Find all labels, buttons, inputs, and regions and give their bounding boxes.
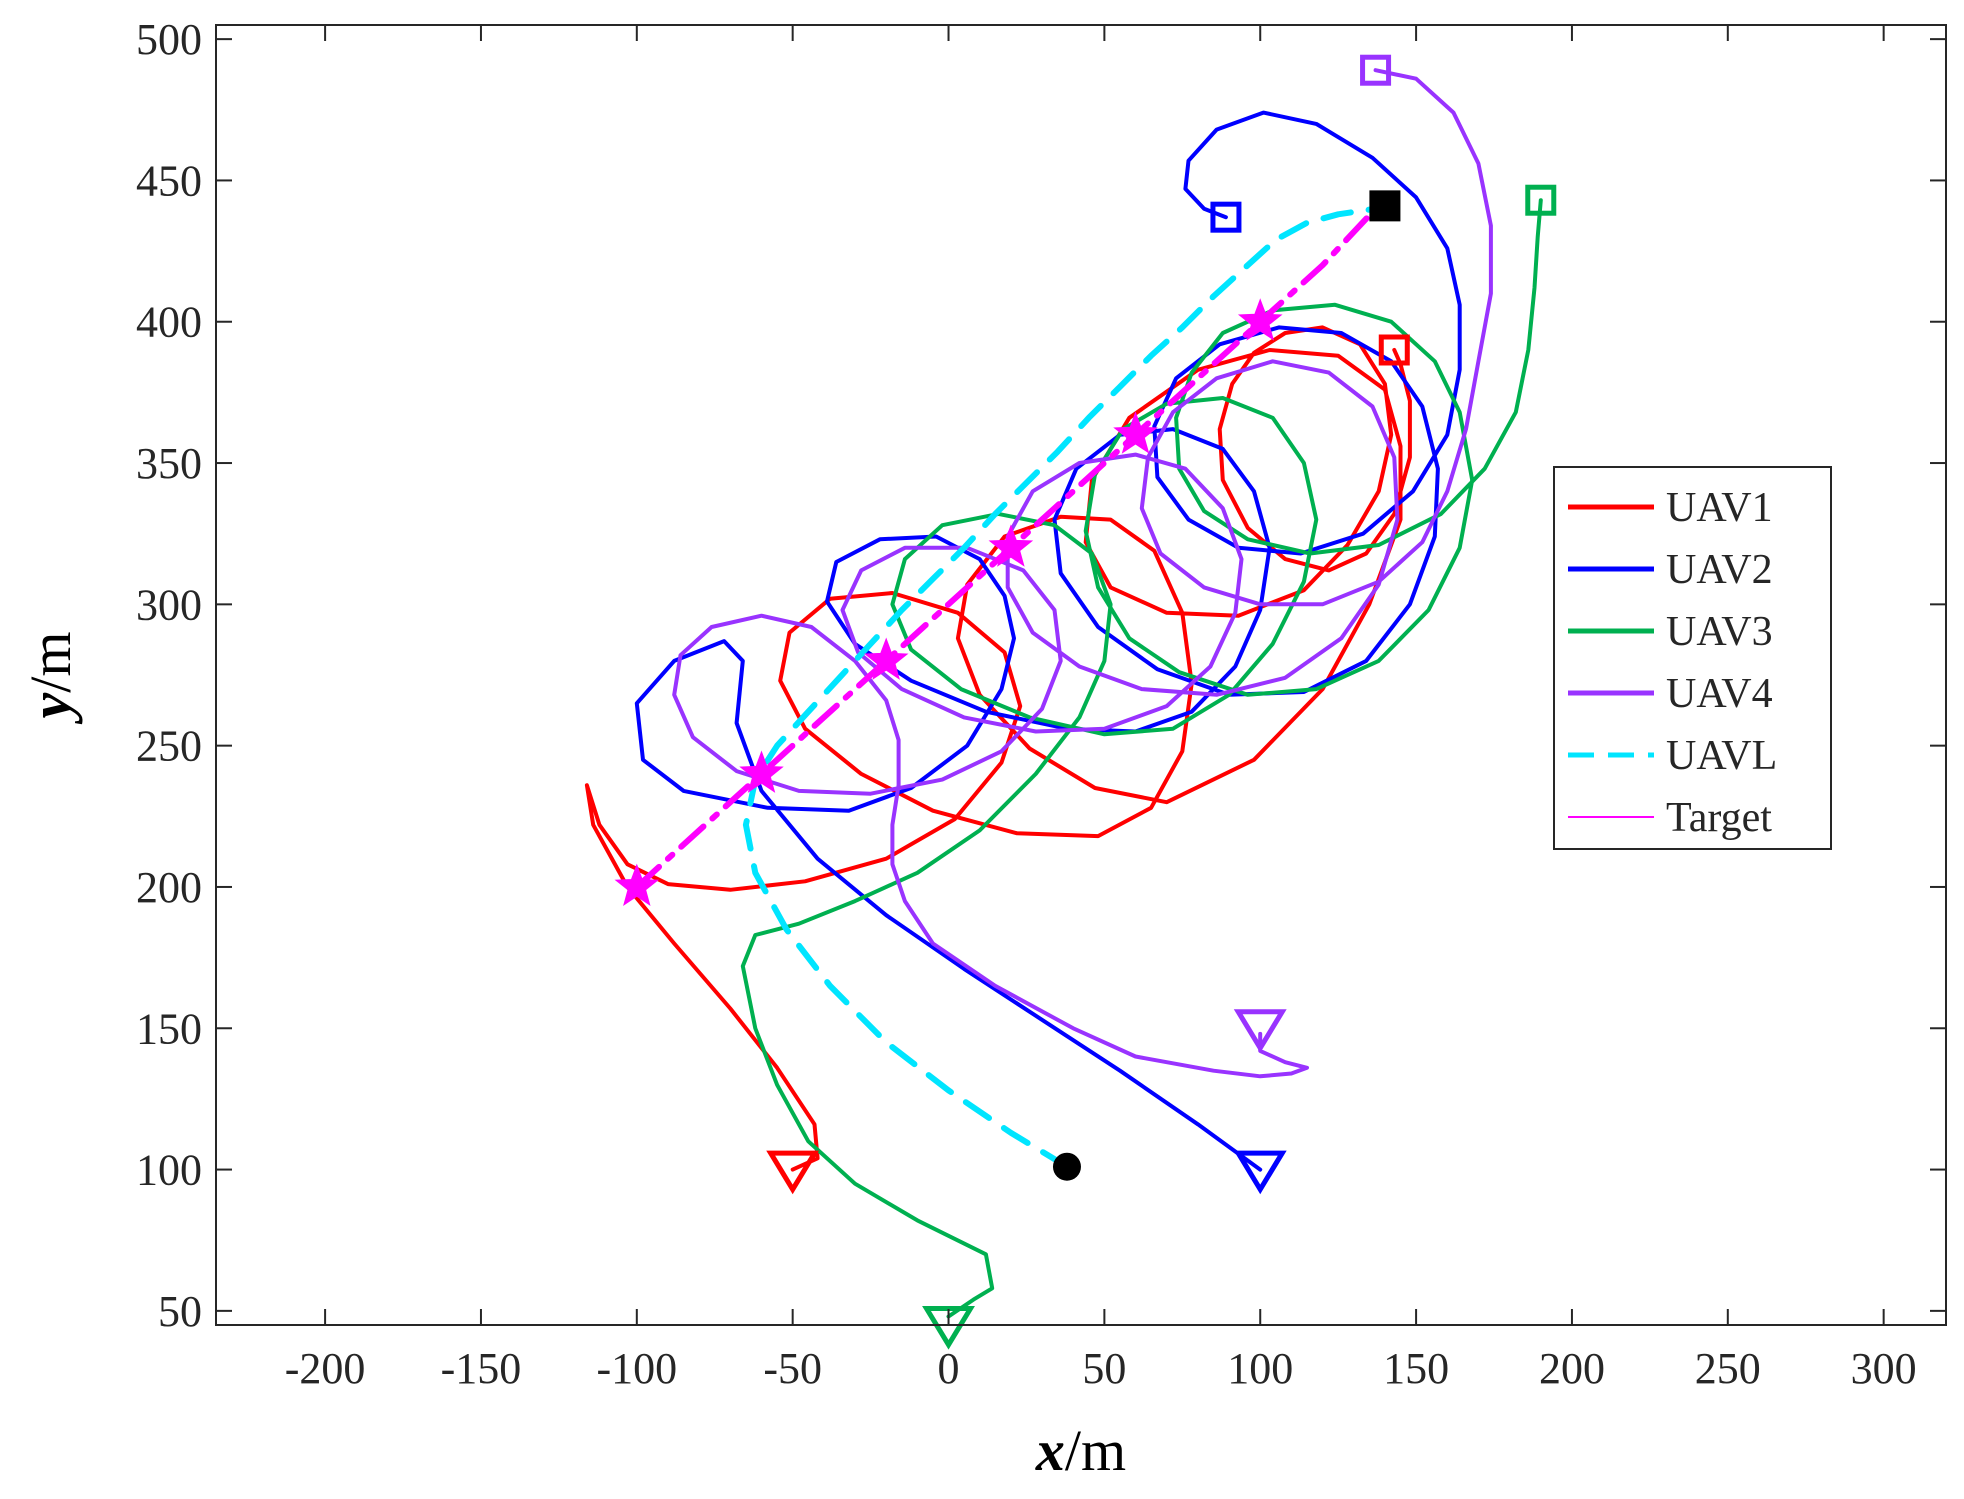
- legend-label-uavl: UAVL: [1666, 733, 1777, 779]
- x-tick-label: 150: [1383, 1344, 1449, 1393]
- x-tick-label: 100: [1227, 1344, 1293, 1393]
- y-tick-label: 350: [136, 439, 202, 488]
- series-line-uav3: [740, 198, 1543, 1319]
- y-axis-unit: /m: [18, 632, 83, 693]
- legend-label-uav3: UAV3: [1666, 609, 1773, 655]
- x-tick-label: -100: [596, 1344, 677, 1393]
- target-star-marker: [739, 750, 784, 793]
- end-marker-uav2: [1210, 201, 1242, 233]
- y-tick-label: 250: [136, 722, 202, 771]
- y-axis-label: y/m: [18, 632, 83, 725]
- leader-start-marker: [1052, 1152, 1081, 1181]
- legend-label-uav4: UAV4: [1666, 671, 1773, 717]
- x-tick-label: -50: [763, 1344, 822, 1393]
- x-axis-unit: /m: [1065, 1418, 1126, 1483]
- start-marker-uav1: [766, 1150, 820, 1195]
- target-star-marker: [1237, 298, 1283, 341]
- x-tick-label: -200: [285, 1344, 366, 1393]
- legend-label-target: Target: [1666, 795, 1772, 841]
- y-tick-label: 100: [136, 1146, 202, 1195]
- y-tick-label: 500: [136, 15, 202, 64]
- target-star-marker: [863, 637, 909, 680]
- legend-label-uav2: UAV2: [1666, 547, 1773, 593]
- y-tick-label: 450: [136, 156, 202, 205]
- y-tick-label: 200: [136, 863, 202, 912]
- legend: UAV1 UAV2 UAV3 UAV4 UAVL Target: [1553, 466, 1832, 850]
- y-tick-label: 300: [136, 580, 202, 629]
- target-star-marker: [614, 863, 660, 906]
- x-tick-label: -150: [441, 1344, 522, 1393]
- leader-end-marker: [1369, 190, 1401, 222]
- x-axis-label: x/m: [1035, 1418, 1126, 1483]
- end-marker-uav3: [1525, 184, 1557, 216]
- y-tick-label: 150: [136, 1004, 202, 1053]
- target-star-marker: [1113, 411, 1158, 454]
- series-line-uavl: [742, 205, 1379, 1170]
- series-line-uav4: [672, 68, 1493, 1079]
- start-marker-uav2: [1233, 1150, 1287, 1195]
- target-star-marker: [988, 524, 1034, 567]
- x-tick-label: 300: [1851, 1344, 1917, 1393]
- marker-layer: [614, 54, 1633, 1350]
- x-axis-var: x: [1035, 1418, 1065, 1483]
- axes-box: [215, 24, 1947, 1326]
- y-tick-label: 400: [136, 298, 202, 347]
- legend-label-uav1: UAV1: [1666, 485, 1773, 531]
- x-tick-label: 50: [1082, 1344, 1126, 1393]
- legend-box: [1553, 466, 1832, 850]
- x-tick-label: 200: [1539, 1344, 1605, 1393]
- y-axis-var: y: [18, 692, 83, 724]
- x-tick-label: 0: [938, 1344, 960, 1393]
- end-marker-uav4: [1360, 54, 1392, 86]
- x-tick-label: 250: [1695, 1344, 1761, 1393]
- start-marker-uav3: [922, 1306, 975, 1350]
- start-marker-uav4: [1233, 1009, 1287, 1053]
- ticks-layer: -200 -150 -100 -50 0 50 100 150 200 250 300 50 100 15…: [136, 15, 1946, 1393]
- series-line-uav2: [634, 110, 1462, 1172]
- end-marker-uav1: [1378, 334, 1410, 366]
- y-tick-label: 50: [158, 1287, 202, 1336]
